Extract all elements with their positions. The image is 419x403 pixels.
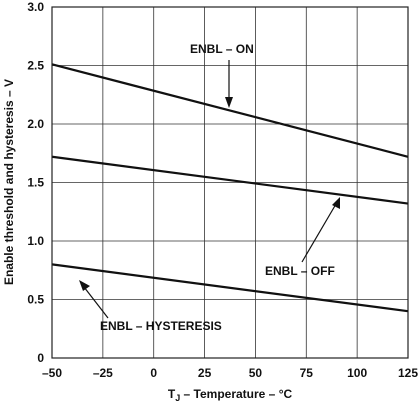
- x-axis-label-main: T: [168, 387, 176, 401]
- y-tick-label: 2.5: [27, 59, 44, 73]
- x-tick-label: 0: [150, 366, 157, 380]
- annotation-enbl-hysteresis-arrowhead: [79, 280, 90, 291]
- y-tick-label: 1.0: [27, 234, 44, 248]
- annotation-enbl-on-label: ENBL – ON: [190, 42, 254, 56]
- x-axis-label-subscript: J: [175, 393, 180, 403]
- x-axis-label-rest: – Temperature – °C: [180, 387, 292, 401]
- annotation-enbl-off-label: ENBL – OFF: [265, 264, 335, 278]
- grid: [51, 6, 409, 359]
- y-tick-label: 0: [37, 351, 44, 365]
- x-tick-label: –50: [42, 366, 62, 380]
- annotation-enbl-on-arrowhead: [225, 97, 233, 108]
- annotation-enbl-hysteresis-label: ENBL – HYSTERESIS: [100, 319, 222, 333]
- annotation-enbl-hysteresis: ENBL – HYSTERESIS: [79, 280, 222, 333]
- annotation-enbl-off-arrow: [301, 203, 337, 263]
- annotation-enbl-on: ENBL – ON: [190, 42, 254, 108]
- series-line-2: [51, 263, 409, 313]
- series-line-0: [51, 63, 409, 158]
- y-tick-labels: 0 0.5 1.0 1.5 2.0 2.5 3.0: [27, 0, 44, 365]
- x-tick-label: 25: [198, 366, 212, 380]
- y-tick-label: 1.5: [27, 176, 44, 190]
- series-line-1: [51, 155, 409, 205]
- x-tick-label: 125: [398, 366, 418, 380]
- x-tick-labels: –50 –25 0 25 50 75 100 125: [42, 366, 418, 380]
- y-tick-label: 3.0: [27, 0, 44, 14]
- annotation-enbl-hysteresis-arrow: [83, 286, 109, 319]
- annotation-enbl-off-arrowhead: [332, 197, 340, 209]
- x-tick-label: 75: [300, 366, 314, 380]
- x-axis-label: TJ – Temperature – °C: [168, 387, 293, 403]
- x-tick-label: 50: [249, 366, 263, 380]
- y-tick-label: 2.0: [27, 117, 44, 131]
- annotation-enbl-off: ENBL – OFF: [265, 197, 340, 278]
- plot-frame: [51, 6, 409, 359]
- x-tick-label: –25: [93, 366, 113, 380]
- y-axis-label: Enable threshold and hysteresis – V: [2, 79, 16, 285]
- series-layer: [51, 63, 409, 313]
- x-tick-label: 100: [347, 366, 367, 380]
- y-tick-label: 0.5: [27, 293, 44, 307]
